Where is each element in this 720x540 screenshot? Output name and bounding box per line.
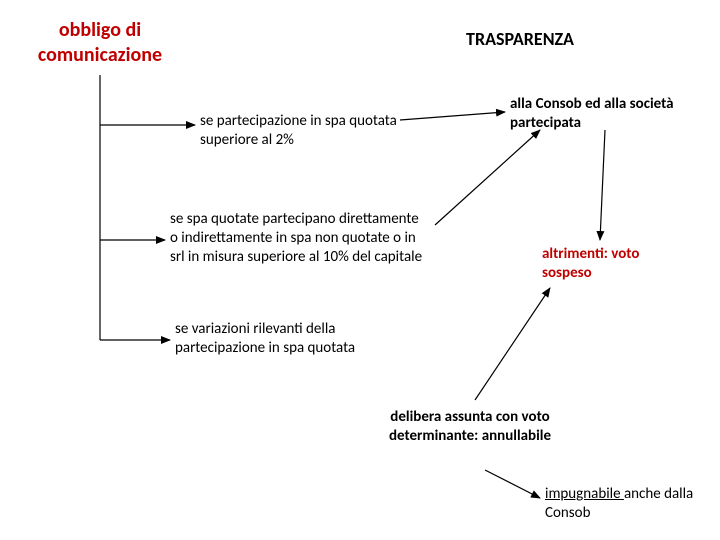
title-trasparenza: TRASPARENZA (420, 28, 620, 51)
delib-to-alt (475, 288, 550, 400)
altrimenti-voto-sospeso: altrimenti: voto sospeso (542, 245, 682, 283)
title-obbligo: obbligo di comunicazione (15, 18, 185, 68)
dest-to-alt (600, 130, 605, 240)
condition-2: se spa quotate partecipano direttamente … (170, 210, 430, 266)
impugnabile-text: impugnabile anche dalla Consob (545, 485, 705, 523)
delibera-annullabile: delibera assunta con voto determinante: … (380, 408, 560, 446)
cond2-to-dest (435, 130, 540, 225)
diagram-stage: obbligo di comunicazione TRASPARENZA se … (0, 0, 720, 540)
impugnabile-word: impugnabile (545, 485, 624, 503)
delib-to-imp (485, 470, 540, 498)
destination-consob: alla Consob ed alla società partecipata (510, 95, 690, 133)
cond1-to-dest (400, 112, 505, 120)
condition-3: se variazioni rilevanti della partecipaz… (175, 320, 405, 358)
condition-1: se partecipazione in spa quotata superio… (200, 112, 400, 150)
